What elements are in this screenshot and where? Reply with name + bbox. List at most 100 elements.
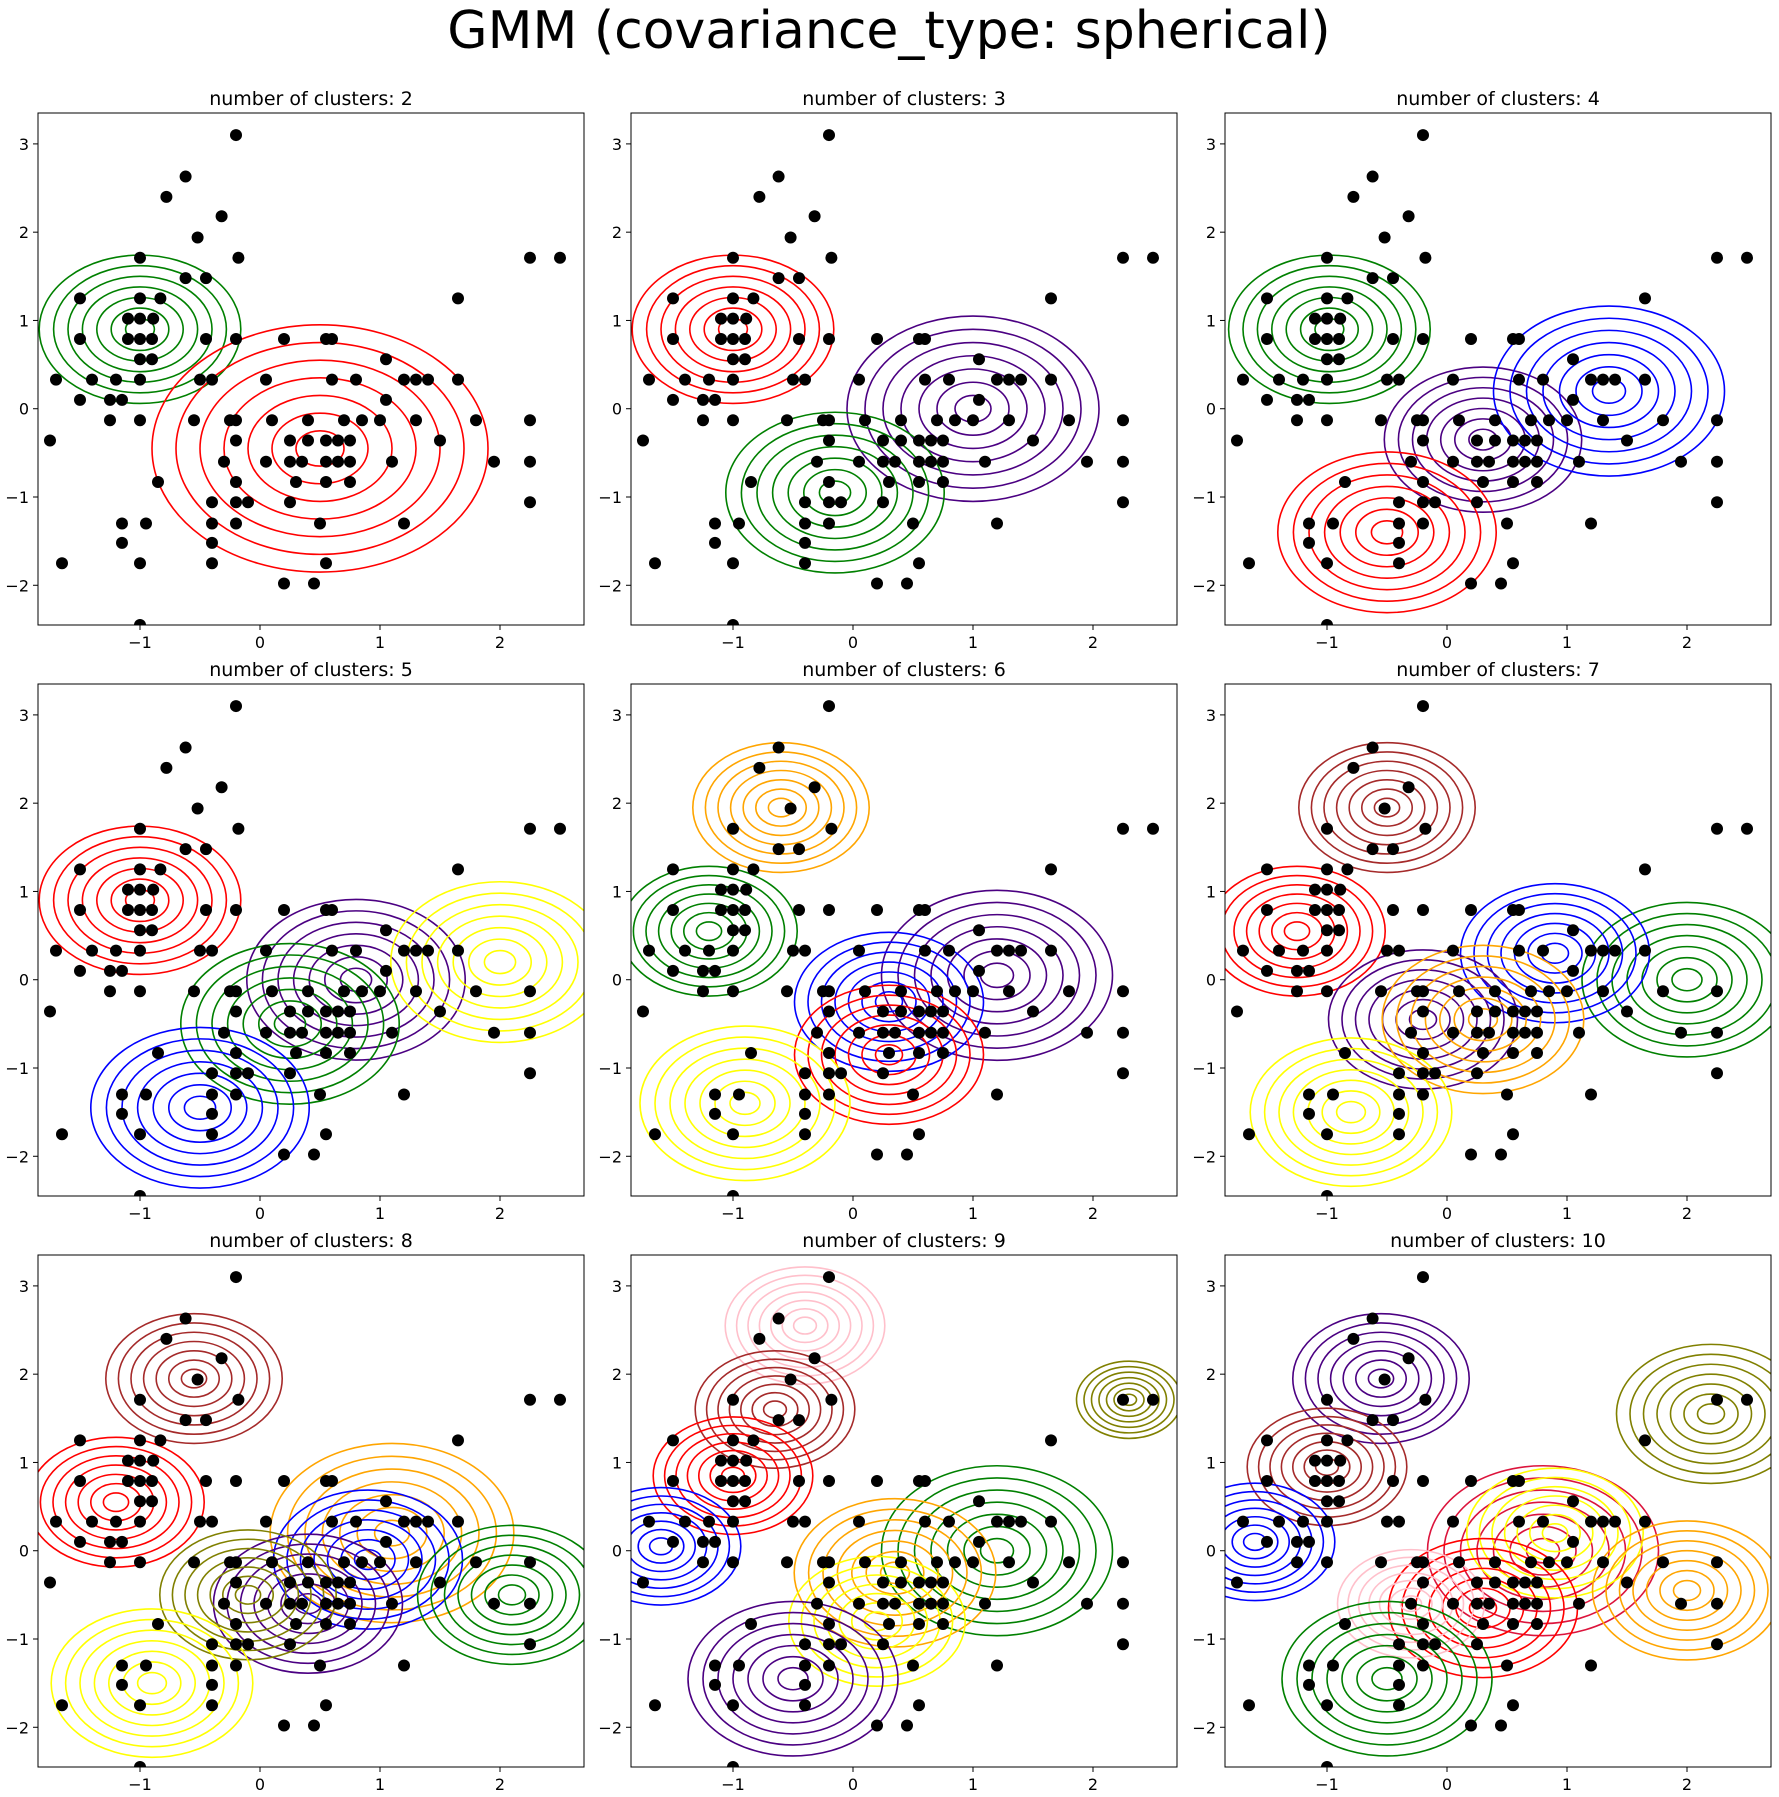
data-point xyxy=(727,353,739,366)
x-tick-label: −1 xyxy=(1315,1775,1339,1794)
contour-ring xyxy=(865,1550,925,1595)
data-point xyxy=(1417,475,1429,488)
data-point xyxy=(907,517,919,530)
contour-ring xyxy=(1242,264,1417,394)
data-point xyxy=(1417,1576,1429,1589)
data-point xyxy=(1303,536,1315,549)
data-point xyxy=(1291,1556,1303,1569)
contour-ring xyxy=(467,938,532,986)
contour-ring xyxy=(1304,1322,1458,1435)
contour-ring xyxy=(222,1575,275,1615)
contour-ring xyxy=(1329,1340,1433,1417)
data-point xyxy=(1501,1088,1513,1101)
data-point xyxy=(1081,1597,1093,1610)
contour-ring xyxy=(861,981,917,1023)
data-point xyxy=(1003,944,1015,957)
data-point xyxy=(1597,944,1609,957)
contour-ring xyxy=(1263,1047,1439,1177)
data-point xyxy=(859,414,871,427)
contour-ring xyxy=(1389,1587,1433,1620)
subplot-1: number of clusters: 2 −1 0 1 2 −2 −1 0 1 2 3 xyxy=(5,88,585,652)
data-point xyxy=(747,292,760,305)
contour-layer xyxy=(1225,741,1771,1188)
data-point xyxy=(350,1515,362,1528)
data-point xyxy=(326,903,338,916)
data-point xyxy=(1531,434,1543,447)
data-point xyxy=(104,1535,116,1548)
contour-ring xyxy=(1310,751,1464,864)
contour-ring xyxy=(807,1508,983,1638)
data-point xyxy=(215,1352,228,1365)
data-point xyxy=(1483,1026,1495,1039)
x-tick-label: 0 xyxy=(1442,633,1452,652)
data-point xyxy=(410,1515,422,1528)
data-point xyxy=(74,1535,86,1548)
y-tick-label: −2 xyxy=(5,576,29,595)
data-point xyxy=(1321,353,1333,366)
contour-ring xyxy=(299,1509,437,1611)
data-point xyxy=(715,883,727,896)
data-point xyxy=(218,1026,230,1039)
data-point xyxy=(1417,496,1429,509)
data-point xyxy=(1483,1597,1495,1610)
data-point xyxy=(1393,536,1405,549)
contour-ring xyxy=(724,1266,886,1386)
data-point xyxy=(302,1576,314,1589)
data-point xyxy=(937,1046,949,1059)
data-point xyxy=(1321,1393,1333,1406)
subplot-title: number of clusters: 2 xyxy=(209,88,413,110)
data-point xyxy=(943,1515,955,1528)
data-point xyxy=(1378,802,1391,815)
data-point xyxy=(1243,1699,1255,1712)
data-point xyxy=(206,557,218,570)
data-point xyxy=(667,1434,679,1447)
data-point xyxy=(784,1373,797,1386)
data-point xyxy=(188,985,200,998)
data-point xyxy=(1147,1393,1159,1406)
data-point xyxy=(1261,863,1273,876)
data-point xyxy=(877,1597,889,1610)
y-tick-label: 1 xyxy=(612,311,622,330)
contour-ring xyxy=(631,1520,696,1573)
data-point xyxy=(1417,700,1429,713)
contour-ring xyxy=(1298,741,1477,874)
data-point xyxy=(1243,1128,1255,1141)
data-point xyxy=(1321,924,1333,937)
figure-title: GMM (covariance_type: spherical) xyxy=(447,1,1330,61)
points-layer xyxy=(637,700,1159,1196)
data-point xyxy=(386,1597,398,1610)
data-point xyxy=(1291,414,1303,427)
data-point xyxy=(1366,843,1379,856)
contour-ring xyxy=(930,1501,1064,1601)
data-point xyxy=(1531,1046,1543,1059)
data-point xyxy=(524,1067,536,1080)
contour-ring xyxy=(1281,1600,1493,1757)
data-point xyxy=(1537,944,1549,957)
data-point xyxy=(727,373,739,386)
contour-ring xyxy=(1492,1513,1594,1588)
data-point xyxy=(410,944,422,957)
data-point xyxy=(1321,1495,1333,1508)
subplot-8: number of clusters: 9 −1 0 1 2 −2 −1 0 1 2 3 xyxy=(598,1230,1178,1794)
data-point xyxy=(230,434,242,447)
data-point xyxy=(772,1312,785,1325)
data-point xyxy=(727,1454,739,1467)
data-point xyxy=(230,475,242,488)
contour-ring xyxy=(762,1655,824,1702)
data-point xyxy=(284,496,296,509)
data-point xyxy=(1015,1515,1027,1528)
data-point xyxy=(104,964,116,977)
x-tick-label: 2 xyxy=(1682,1775,1692,1794)
data-point xyxy=(206,496,218,509)
data-point xyxy=(1333,332,1345,345)
data-point xyxy=(1387,843,1399,856)
contour-ring xyxy=(1225,1482,1336,1602)
data-point xyxy=(380,353,392,366)
data-point xyxy=(1117,1026,1129,1039)
contour-ring xyxy=(654,1036,836,1171)
data-point xyxy=(697,393,709,406)
data-point xyxy=(50,944,62,957)
data-point xyxy=(1531,1026,1543,1039)
data-point xyxy=(230,1556,242,1569)
data-point xyxy=(825,1393,838,1406)
